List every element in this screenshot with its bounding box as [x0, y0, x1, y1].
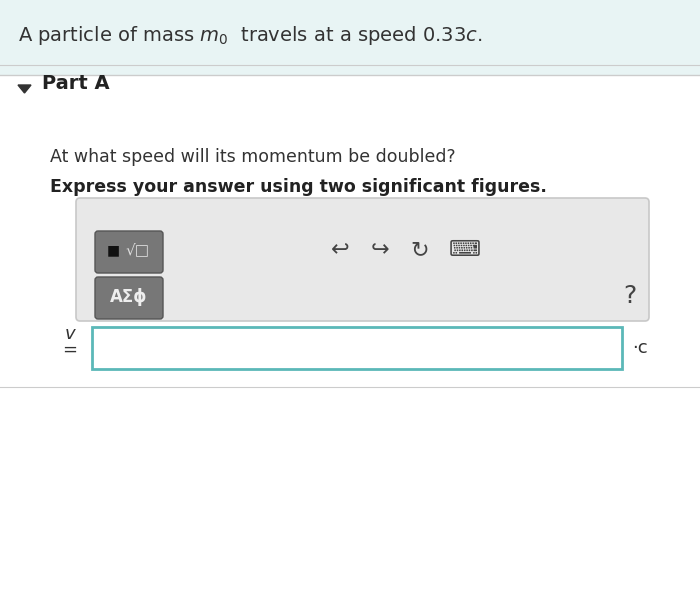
Text: ?: ? [624, 284, 636, 308]
Text: At what speed will its momentum be doubled?: At what speed will its momentum be doubl… [50, 148, 456, 166]
Text: A particle of mass $m_0$  travels at a speed $0.33c$.: A particle of mass $m_0$ travels at a sp… [18, 24, 482, 47]
FancyBboxPatch shape [0, 0, 700, 75]
Text: √□: √□ [126, 242, 150, 257]
Text: AΣϕ: AΣϕ [111, 288, 148, 306]
FancyBboxPatch shape [95, 231, 163, 273]
Text: ·c: ·c [632, 339, 648, 357]
FancyBboxPatch shape [95, 277, 163, 319]
Text: ↻: ↻ [411, 240, 429, 260]
Text: ↪: ↪ [371, 240, 389, 260]
Text: Part A: Part A [42, 74, 110, 93]
FancyBboxPatch shape [76, 198, 649, 321]
Text: ■: ■ [106, 243, 120, 257]
Bar [92, 327, 622, 369]
Polygon shape [18, 85, 31, 93]
Text: =: = [62, 341, 78, 359]
Text: ↩: ↩ [330, 240, 349, 260]
Text: ⌨: ⌨ [449, 240, 481, 260]
Text: Express your answer using two significant figures.: Express your answer using two significan… [50, 178, 547, 196]
Text: v: v [64, 325, 76, 343]
